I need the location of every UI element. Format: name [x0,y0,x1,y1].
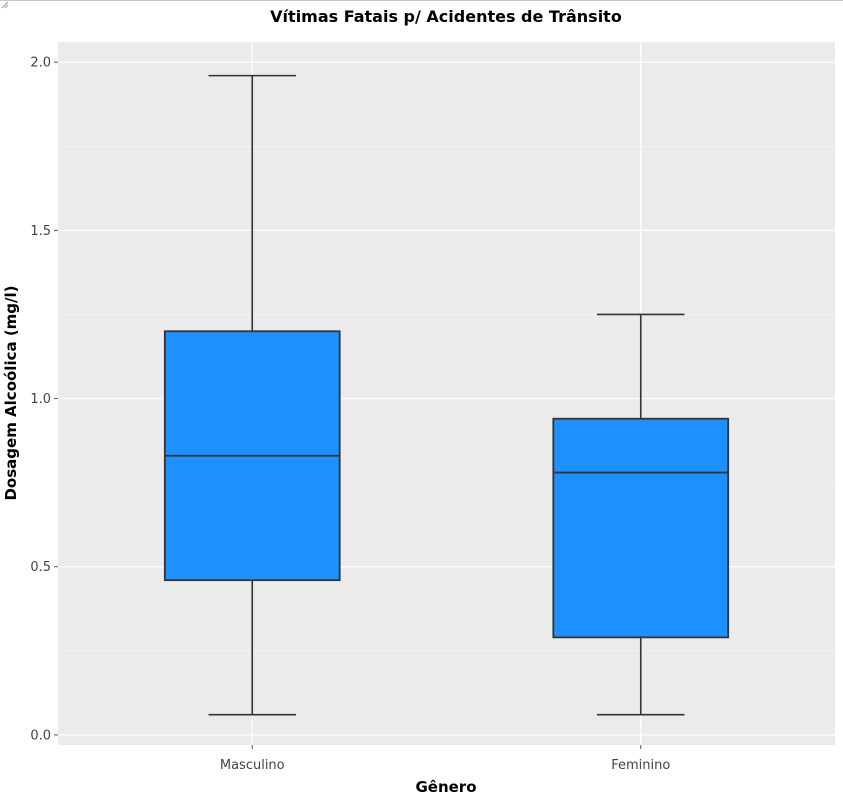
y-tick-label: 2.0 [30,56,51,71]
x-axis-title: Gênero [415,778,476,795]
resize-grip-icon[interactable] [0,0,9,9]
boxes [163,74,730,716]
chart-title: Vítimas Fatais p/ Acidentes de Trânsito [270,7,622,26]
y-tick-label: 1.5 [30,224,51,239]
box-masculino [163,74,341,716]
y-axis: 0.0 0.5 1.0 1.5 2.0 [30,56,58,743]
x-tick-label: Masculino [220,758,285,773]
top-border [0,0,843,1]
x-tick-label: Feminino [611,758,670,773]
y-axis-title: Dosagem Alcoólica (mg/l) [2,285,20,500]
y-tick-label: 0.0 [30,728,51,743]
y-tick-label: 1.0 [30,392,51,407]
x-axis: Masculino Feminino [220,745,670,773]
box-feminino [552,313,730,716]
y-tick-label: 0.5 [30,560,51,575]
box-body [552,417,730,639]
